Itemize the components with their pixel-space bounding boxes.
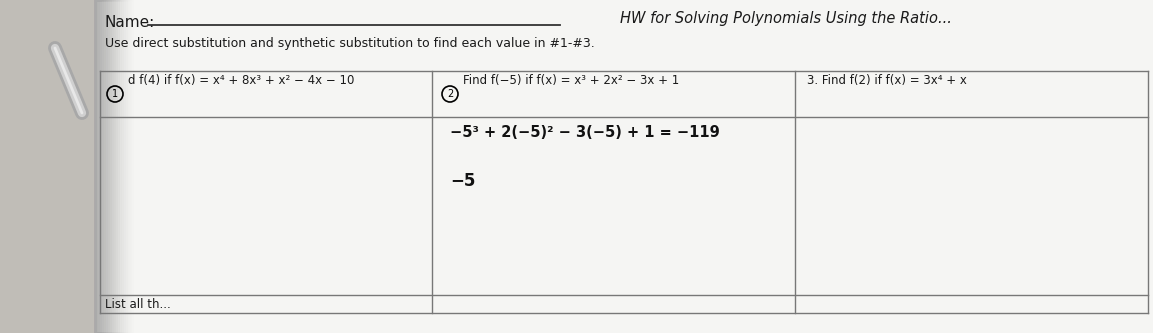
Text: HW for Solving Polynomials Using the Ratio...: HW for Solving Polynomials Using the Rat… (620, 11, 952, 26)
Text: −5³ + 2(−5)² − 3(−5) + 1 = −119: −5³ + 2(−5)² − 3(−5) + 1 = −119 (450, 125, 719, 140)
Text: Name:: Name: (105, 15, 156, 30)
Text: List all th...: List all th... (105, 298, 171, 311)
Text: −5: −5 (450, 172, 475, 190)
Text: Find f(−5) if f(x) = x³ + 2x² − 3x + 1: Find f(−5) if f(x) = x³ + 2x² − 3x + 1 (464, 74, 679, 87)
Bar (0, 0, 95, 333)
Text: 1: 1 (112, 89, 118, 99)
Text: 3. Find f(2) if f(x) = 3x⁴ + x: 3. Find f(2) if f(x) = 3x⁴ + x (807, 74, 967, 87)
Text: 2: 2 (447, 89, 453, 99)
Text: d f(4) if f(x) = x⁴ + 8x³ + x² − 4x − 10: d f(4) if f(x) = x⁴ + 8x³ + x² − 4x − 10 (128, 74, 354, 87)
Text: Use direct substitution and synthetic substitution to find each value in #1-#3.: Use direct substitution and synthetic su… (105, 37, 595, 50)
